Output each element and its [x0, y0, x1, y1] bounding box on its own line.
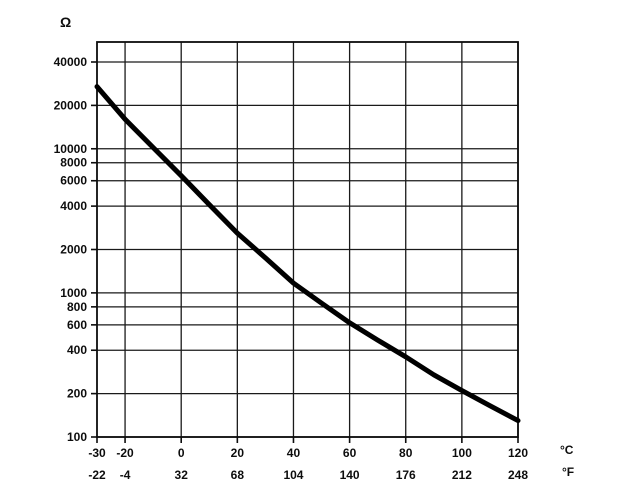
x-tick-label-fahrenheit: 248 — [508, 468, 528, 482]
y-tick-label: 200 — [67, 387, 87, 401]
x-tick-label-celsius: -30 — [88, 446, 106, 460]
x-tick-label-celsius: 100 — [452, 446, 472, 460]
x-axis-fahrenheit-unit-label: °F — [562, 465, 575, 479]
x-axis-celsius-unit-label: °C — [560, 443, 574, 457]
y-tick-label: 800 — [67, 300, 87, 314]
x-tick-label-fahrenheit: 176 — [396, 468, 416, 482]
x-tick-label-fahrenheit: 68 — [231, 468, 245, 482]
x-tick-label-celsius: 80 — [399, 446, 413, 460]
resistance-curve — [94, 84, 521, 424]
x-tick-label-fahrenheit: 212 — [452, 468, 472, 482]
x-tick-label-fahrenheit: -4 — [120, 468, 131, 482]
x-tick-label-fahrenheit: 32 — [175, 468, 189, 482]
x-tick-label-celsius: 60 — [343, 446, 357, 460]
y-tick-label: 100 — [67, 430, 87, 444]
x-tick-label-celsius: 0 — [178, 446, 185, 460]
x-tick-label-celsius: 40 — [287, 446, 301, 460]
x-tick-label-fahrenheit: 140 — [340, 468, 360, 482]
x-tick-label-celsius: 20 — [231, 446, 245, 460]
y-tick-label: 4000 — [60, 199, 87, 213]
x-tick-label-celsius: 120 — [508, 446, 528, 460]
y-tick-label: 400 — [67, 343, 87, 357]
plot-frame — [96, 41, 519, 438]
x-tick-label-fahrenheit: 104 — [283, 468, 303, 482]
y-tick-label: 2000 — [60, 243, 87, 257]
y-axis-unit-label: Ω — [60, 14, 72, 30]
y-tick-label: 40000 — [54, 55, 88, 69]
y-tick-label: 20000 — [54, 98, 88, 112]
y-tick-label: 1000 — [60, 286, 87, 300]
x-tick-label-fahrenheit: -22 — [88, 468, 106, 482]
y-tick-label: 8000 — [60, 156, 87, 170]
x-tick-label-celsius: -20 — [116, 446, 134, 460]
y-tick-label: 10000 — [54, 142, 88, 156]
y-tick-label: 6000 — [60, 174, 87, 188]
y-tick-label: 600 — [67, 318, 87, 332]
